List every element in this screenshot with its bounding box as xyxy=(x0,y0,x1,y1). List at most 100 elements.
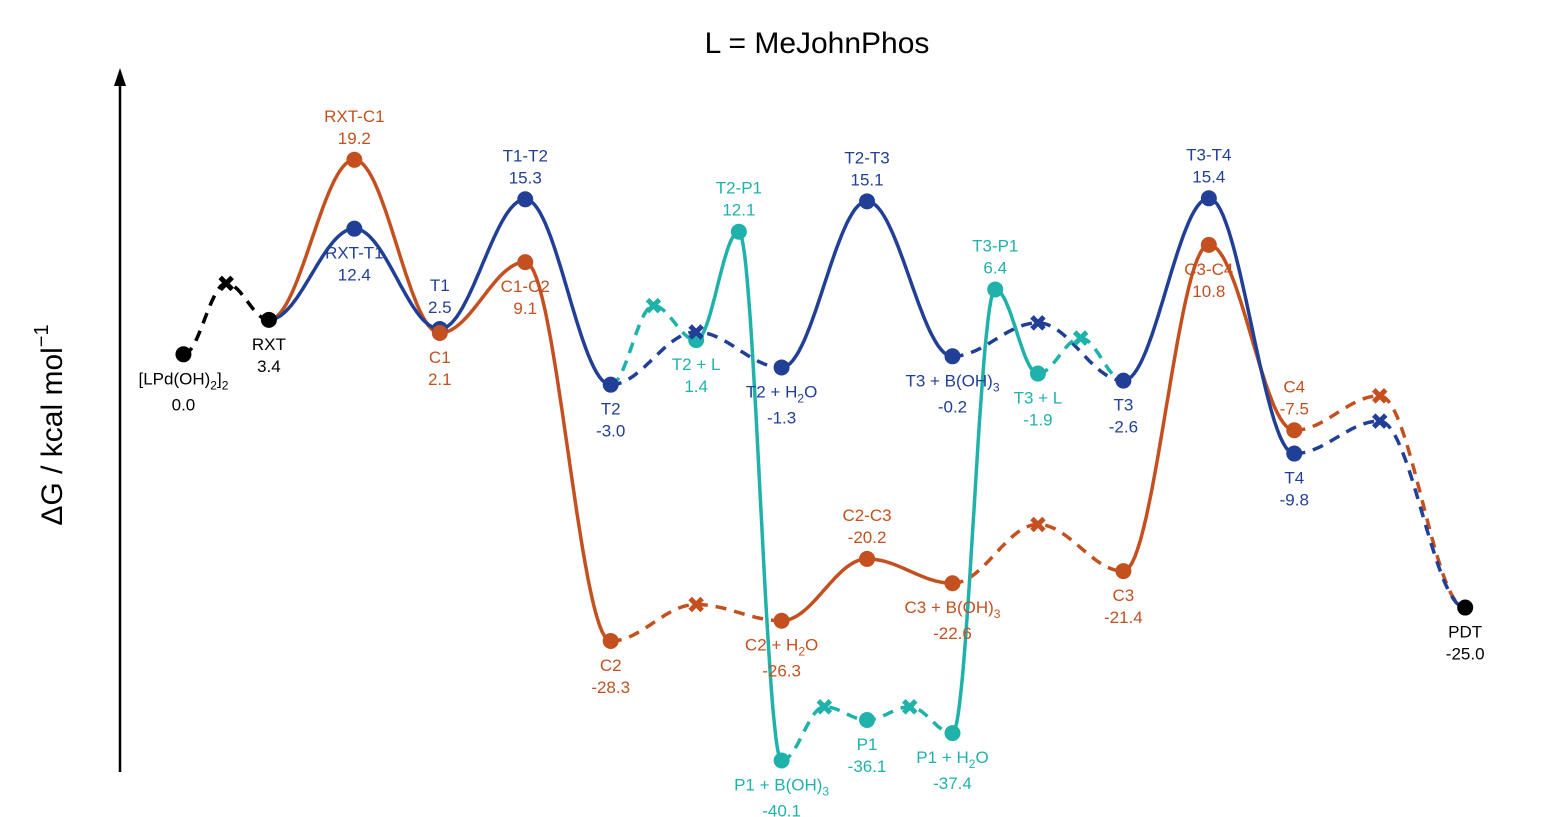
label-name-main: T2 xyxy=(601,400,621,419)
pathway-orange-3 xyxy=(610,602,782,643)
label-value-T3BOH3: -0.2 xyxy=(938,397,967,416)
crossing-mark-7 xyxy=(1030,516,1046,533)
point-C1 xyxy=(431,325,448,342)
label-name-T3P1: T3-P1 xyxy=(972,236,1018,255)
label-value-P1H2O: -37.4 xyxy=(933,774,972,793)
label-value-C1C2: 9.1 xyxy=(513,299,537,318)
y-axis-label-superscript: −1 xyxy=(31,324,53,347)
point-T2 xyxy=(602,376,619,393)
label-name-main: C3-C4 xyxy=(1184,260,1233,279)
crossing-mark-2 xyxy=(688,324,704,340)
label-subscript: 3 xyxy=(822,784,829,798)
label-subscript: 2 xyxy=(798,645,805,659)
label-name-main: C2 + H xyxy=(745,636,798,655)
label-name-T2L: T2 + L xyxy=(672,355,721,374)
label-name-C3C4: C3-C4 xyxy=(1184,260,1233,279)
point-T3 xyxy=(1115,372,1132,389)
label-name-main: T3 xyxy=(1113,396,1133,415)
label-value-C3BOH3: -22.6 xyxy=(933,624,972,643)
point-C2H2O xyxy=(773,612,790,629)
label-value-C4: -7.5 xyxy=(1280,399,1309,418)
crossing-mark-8 xyxy=(1072,330,1089,346)
label-name-main: C3 xyxy=(1113,586,1135,605)
label-name-main: T3 + L xyxy=(1014,389,1063,408)
label-name-RXTT1: RXT-T1 xyxy=(325,244,384,263)
label-value-T3L: -1.9 xyxy=(1023,411,1052,430)
label-name-tail: O xyxy=(804,382,817,401)
point-C3C4 xyxy=(1200,236,1217,253)
label-name-T3: T3 xyxy=(1113,396,1133,415)
crossing-mark-6 xyxy=(1030,315,1046,331)
point-C3BOH3 xyxy=(944,575,961,592)
label-subscript: 2 xyxy=(969,757,976,771)
label-name-T1: T1 xyxy=(430,276,450,295)
label-name-main: T2 + L xyxy=(672,355,721,374)
label-name-start: [LPd(OH)2]2 xyxy=(138,369,228,392)
label-name-tail: O xyxy=(975,748,988,767)
label-value-start: 0.0 xyxy=(172,395,196,414)
label-name-main: C1 xyxy=(429,348,451,367)
label-name-P1: P1 xyxy=(857,735,878,754)
y-axis-arrowhead xyxy=(114,68,126,86)
label-name-main: C4 xyxy=(1283,377,1305,396)
crossing-mark-0 xyxy=(218,275,234,292)
label-value-T1: 2.5 xyxy=(428,298,452,317)
point-C3 xyxy=(1115,563,1132,580)
label-name-main: T1 xyxy=(430,276,450,295)
label-name-C2H2O: C2 + H2O xyxy=(745,636,818,659)
label-name-C2: C2 xyxy=(600,656,622,675)
label-name-main: T3-P1 xyxy=(972,236,1018,255)
label-value-T2L: 1.4 xyxy=(684,377,708,396)
label-name-C1: C1 xyxy=(429,348,451,367)
label-subscript: 3 xyxy=(993,380,1000,394)
label-name-main: T3-T4 xyxy=(1186,145,1231,164)
crossing-mark-4 xyxy=(816,699,833,715)
point-C4 xyxy=(1286,422,1303,439)
point-start xyxy=(175,346,192,363)
pathway-teal-16 xyxy=(950,287,1040,735)
label-name-main: [LPd(OH) xyxy=(138,369,210,388)
label-value-C3C4: 10.8 xyxy=(1192,282,1225,301)
y-axis-label: ΔG / kcal mol−1 xyxy=(31,324,69,525)
label-name-main: RXT xyxy=(252,335,286,354)
label-value-T2T3: 15.1 xyxy=(850,170,883,189)
label-value-RXTT1: 12.4 xyxy=(338,266,371,285)
pathway-blue-12 xyxy=(1294,419,1466,610)
label-name-main: T2-T3 xyxy=(844,148,889,167)
label-name-main: RXT-T1 xyxy=(325,244,384,263)
crossing-mark-1 xyxy=(645,297,662,314)
crossing-mark-10 xyxy=(1371,413,1388,429)
label-value-PDT: -25.0 xyxy=(1446,645,1485,664)
pathway-teal-14 xyxy=(694,229,784,763)
point-RXT xyxy=(260,311,277,328)
label-name-P1BOH3: P1 + B(OH)3 xyxy=(734,775,829,798)
label-name-PDT: PDT xyxy=(1448,623,1482,642)
point-C2C3 xyxy=(859,550,876,567)
label-value-C2: -28.3 xyxy=(591,678,630,697)
label-name-main: T4 xyxy=(1284,469,1304,488)
point-T3T4 xyxy=(1200,190,1217,207)
label-value-RXT: 3.4 xyxy=(257,357,281,376)
label-name-main: C1-C2 xyxy=(501,277,550,296)
label-value-T4: -9.8 xyxy=(1280,491,1309,510)
label-value-C3: -21.4 xyxy=(1104,608,1143,627)
crossing-mark-3 xyxy=(688,596,704,613)
point-RXTT1 xyxy=(346,220,363,237)
label-name-T1T2: T1-T2 xyxy=(503,146,548,165)
y-axis xyxy=(114,68,126,772)
point-T2T3 xyxy=(859,193,876,210)
point-PDT xyxy=(1457,599,1474,616)
label-name-C1C2: C1-C2 xyxy=(501,277,550,296)
label-name-main: C3 + B(OH) xyxy=(905,598,994,617)
point-T3BOH3 xyxy=(944,348,961,365)
pathway-orange-5 xyxy=(952,522,1124,585)
label-value-T2H2O: -1.3 xyxy=(767,408,796,427)
point-C2 xyxy=(602,632,619,649)
label-value-P1: -36.1 xyxy=(848,757,887,776)
label-subscript: 2 xyxy=(210,378,217,392)
label-value-C2C3: -20.2 xyxy=(848,528,887,547)
label-name-C2C3: C2-C3 xyxy=(842,506,891,525)
label-value-P1BOH3: -40.1 xyxy=(762,801,801,817)
label-name-T2H2O: T2 + H2O xyxy=(746,382,817,405)
